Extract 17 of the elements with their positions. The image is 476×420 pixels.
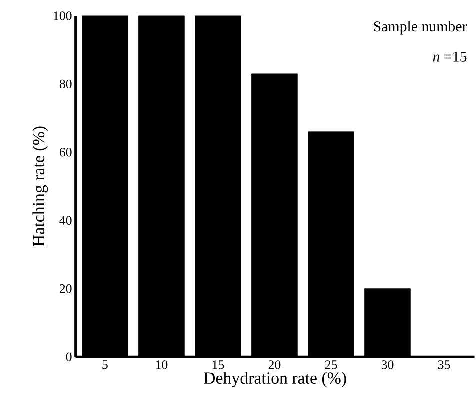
x-tick-label: 30 — [382, 360, 394, 370]
y-tick-label: 80 — [60, 80, 72, 89]
y-tick-label: 20 — [60, 284, 72, 294]
x-axis-title: Dehydration rate (%) — [204, 372, 346, 388]
y-axis-title: Hatching rate (%) — [32, 126, 48, 247]
y-tick-label: 100 — [54, 12, 72, 20]
x-tick-label: 15 — [212, 360, 224, 370]
y-tick-label: 0 — [66, 352, 72, 362]
y-tick-label: 60 — [60, 148, 72, 157]
annotation: Sample number — [374, 21, 468, 35]
x-tick-label: 10 — [156, 360, 168, 370]
x-tick-label: 25 — [325, 360, 338, 370]
x-tick-label: 35 — [438, 360, 450, 370]
x-tick-label: 20 — [268, 360, 281, 370]
x-tick-label: 5 — [102, 360, 108, 370]
annotation: n =15 — [433, 52, 467, 62]
y-tick-label: 40 — [60, 216, 72, 226]
